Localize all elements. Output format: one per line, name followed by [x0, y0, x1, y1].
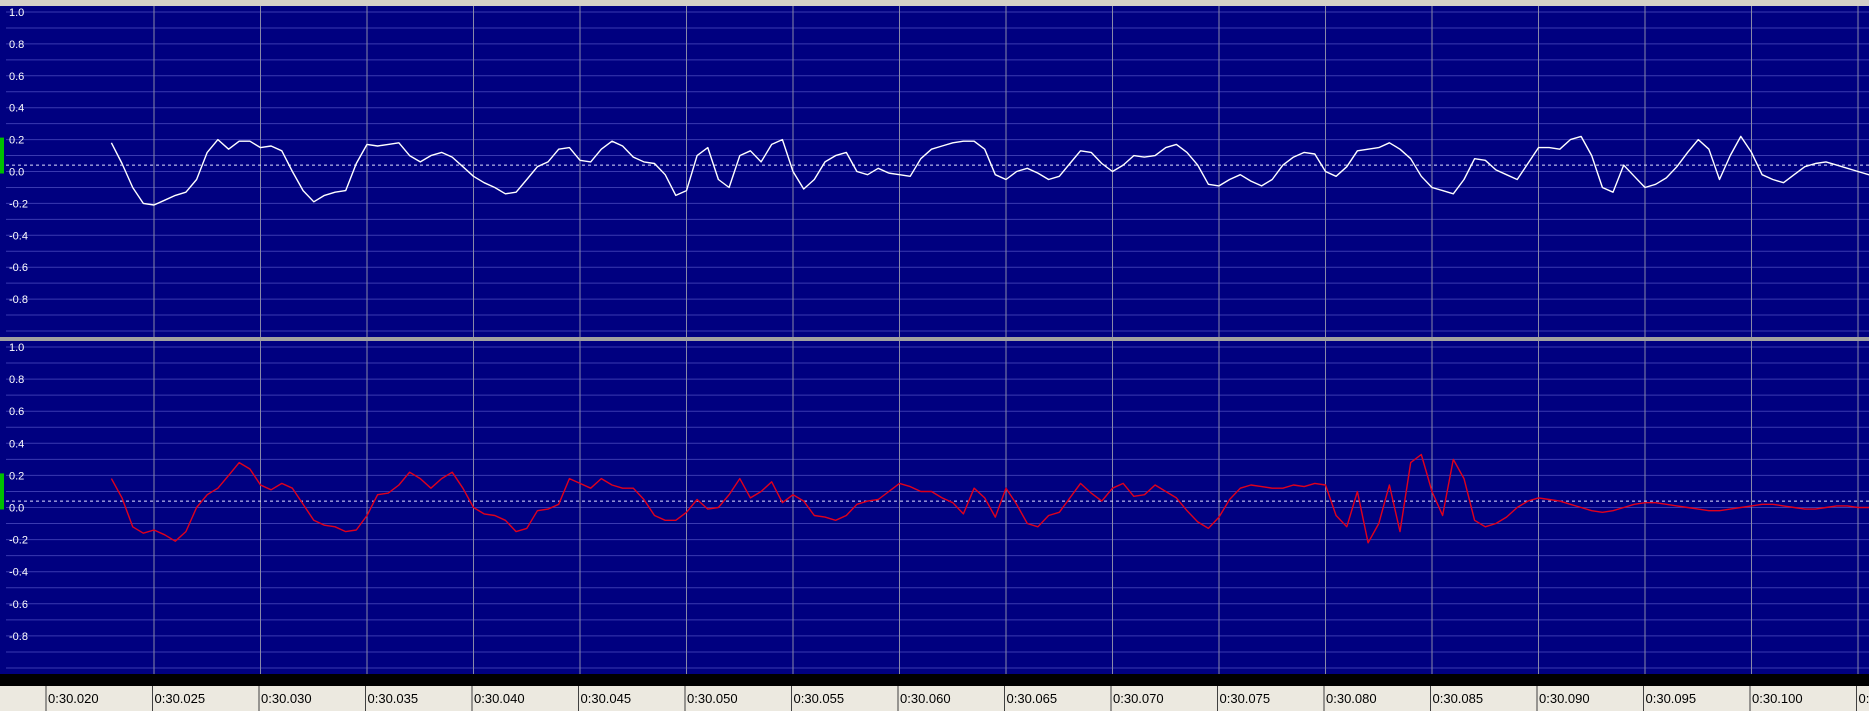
y-tick-label: 0.8	[9, 39, 24, 51]
left-channel-panel[interactable]: 1.0 0.8 0.6 0.4 0.2 0.0 -0.2 -0.4 -0.6 -0.8	[0, 6, 1869, 337]
channel-separator[interactable]	[0, 337, 1869, 341]
timeline-tick-label: 0:30.020	[48, 691, 99, 706]
y-tick-label: 0.8	[9, 374, 24, 386]
timeline-tick-label: 0:30.080	[1326, 691, 1377, 706]
y-tick-label: -0.8	[9, 631, 28, 643]
y-tick-label: 0.6	[9, 71, 24, 83]
right-channel-panel[interactable]: 1.0 0.8 0.6 0.4 0.2 0.0 -0.2 -0.4 -0.6 -0.8	[0, 341, 1869, 674]
timeline-strip	[0, 674, 1869, 686]
timeline-tick-label: 0:30.055	[794, 691, 845, 706]
timeline-tick-label: 0:30.030	[261, 691, 312, 706]
timeline-tick-label: 0:30.100	[1752, 691, 1803, 706]
timeline-tick-label: 0:30.060	[900, 691, 951, 706]
y-tick-label: 0.4	[9, 438, 24, 450]
y-tick-label: 1.0	[9, 7, 24, 19]
timeline-tick-label: 0:30.025	[155, 691, 206, 706]
timeline-tick-label: 0:30.040	[474, 691, 525, 706]
y-tick-label: 0.0	[9, 167, 24, 179]
timeline-tick-label: 0:30.045	[581, 691, 632, 706]
y-tick-label: 0.4	[9, 103, 24, 115]
channel-marker-icon	[0, 473, 4, 509]
timeline-tick-label: 0:30.075	[1220, 691, 1271, 706]
y-tick-label: 0.2	[9, 470, 24, 482]
timeline-tick-label: 0:30.050	[687, 691, 738, 706]
y-tick-label: 0.0	[9, 503, 24, 515]
y-tick-label: -0.8	[9, 294, 28, 306]
timeline-tick-label: 0:30.085	[1433, 691, 1484, 706]
y-tick-label: 0.6	[9, 406, 24, 418]
y-tick-label: -0.2	[9, 535, 28, 547]
timeline-tick-label: 0:30.095	[1646, 691, 1697, 706]
timeline-tick-label: 0:30.035	[368, 691, 419, 706]
channel-marker-icon	[0, 138, 4, 174]
timeline-tick-label: 0:30.070	[1113, 691, 1164, 706]
y-tick-label: -0.4	[9, 567, 28, 579]
timeline-tick-label: 0:30.090	[1539, 691, 1590, 706]
y-tick-label: -0.6	[9, 599, 28, 611]
y-tick-label: 1.0	[9, 342, 24, 354]
window-top-edge	[0, 0, 1869, 6]
timeline-tick-label: 0:30.065	[1007, 691, 1058, 706]
y-tick-label: -0.4	[9, 230, 28, 242]
timeline-tick-label: 0:	[1859, 691, 1869, 706]
y-tick-label: -0.6	[9, 262, 28, 274]
y-tick-label: 0.2	[9, 135, 24, 147]
timeline-ruler[interactable]: 0:30.020 0:30.025 0:30.030 0:30.035 0:30.040…	[0, 674, 1869, 711]
y-tick-label: -0.2	[9, 198, 28, 210]
